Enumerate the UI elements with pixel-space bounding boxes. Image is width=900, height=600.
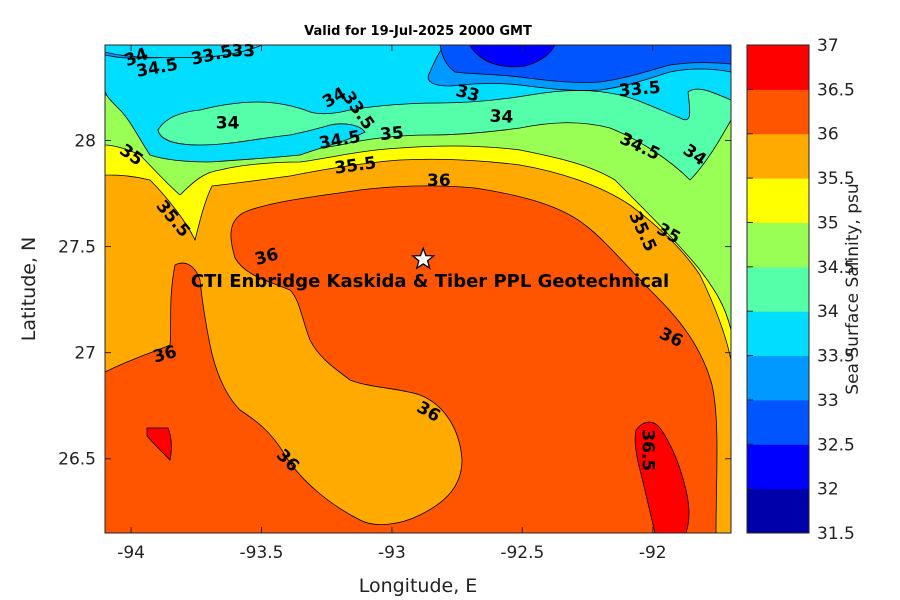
y-tick-label: 26.5	[58, 450, 96, 470]
contour-label: 36	[427, 171, 451, 191]
colorbar-tick-label: 35.5	[817, 169, 855, 189]
contour-label: 34	[216, 114, 240, 134]
x-axis-ticks: -94 -93.5 -93 -92.5 -92	[117, 45, 667, 563]
project-label: CTI Enbridge Kaskida & Tiber PPL Geotech…	[191, 271, 669, 292]
colorbar-swatch	[747, 178, 809, 223]
y-tick-label: 27	[74, 344, 96, 364]
site-star-icon	[411, 246, 436, 270]
contour-label: 35	[379, 123, 404, 145]
colorbar-swatch	[747, 488, 809, 534]
y-tick-label: 28	[74, 131, 96, 151]
colorbar-swatch	[747, 399, 809, 445]
colorbar-tick-label: 32	[817, 480, 839, 500]
x-tick-label: -92.5	[500, 543, 544, 563]
contour-label: 34	[489, 107, 514, 128]
colorbar-label: Sea Surface Salinity, psu	[843, 183, 863, 394]
colorbar-swatch	[747, 45, 809, 90]
colorbar-tick-label: 36	[817, 125, 839, 145]
y-axis-ticks: 26.5 27 27.5 28	[58, 131, 731, 470]
colorbar-swatch	[747, 133, 809, 179]
colorbar-swatch	[747, 355, 809, 401]
x-axis-label: Longitude, E	[359, 575, 478, 597]
x-tick-label: -94	[117, 543, 145, 563]
colorbar-swatch	[747, 311, 809, 357]
contour-map	[105, 45, 731, 533]
colorbar: 31.5 32 32.5 33 33.5 34 34.5 35 35.5 36 36.5 37	[747, 36, 855, 544]
colorbar-swatch	[747, 89, 809, 135]
x-tick-label: -93	[378, 543, 406, 563]
colorbar-swatch	[747, 222, 809, 268]
y-tick-label: 27.5	[58, 238, 96, 258]
band-36.5-37-east	[634, 421, 690, 533]
plot-frame	[104, 44, 732, 534]
band-33.5-34-pocket	[105, 45, 263, 59]
contour-label: 33.5	[618, 78, 662, 102]
y-axis-label: Latitude, N	[18, 237, 40, 342]
colorbar-tick-label: 36.5	[817, 80, 855, 100]
x-tick-label: -92	[639, 543, 667, 563]
contour-label: 33	[231, 41, 255, 61]
colorbar-frame	[746, 44, 810, 534]
x-tick-label: -93.5	[240, 543, 284, 563]
colorbar-tick-label: 37	[817, 36, 839, 56]
colorbar-tick-label: 33	[817, 391, 839, 411]
colorbar-swatch	[747, 266, 809, 312]
colorbar-tick-label: 31.5	[817, 524, 855, 544]
map-title: Valid for 19-Jul-2025 2000 GMT	[304, 24, 532, 39]
contour-label: 36.5	[638, 429, 658, 471]
band-36.5-37-west	[146, 427, 172, 461]
colorbar-tick-label: 35	[817, 213, 839, 233]
colorbar-tick-label: 32.5	[817, 435, 855, 455]
band-32-32.5	[469, 45, 556, 68]
colorbar-tick-label: 34	[817, 302, 839, 322]
colorbar-swatch	[747, 444, 809, 490]
colorbar-tick-label: 33.5	[817, 347, 855, 367]
colorbar-tick-label: 34.5	[817, 258, 855, 278]
